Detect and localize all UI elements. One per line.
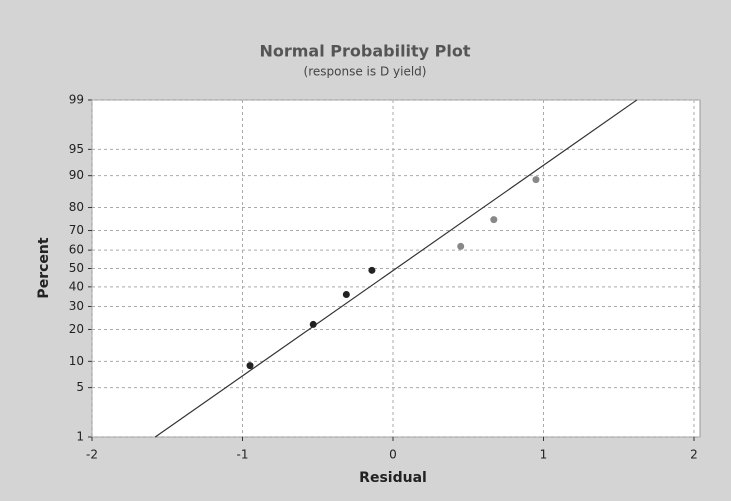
y-tick-label: 1 [76,430,84,444]
y-tick-label: 20 [69,322,84,336]
y-tick-label: 95 [69,142,84,156]
y-tick-label: 10 [69,354,84,368]
x-axis-label: Residual [359,470,427,486]
x-tick-label: -1 [237,448,249,462]
y-tick-label: 30 [69,299,84,313]
y-tick-label: 5 [76,380,84,394]
data-point [368,266,376,274]
y-tick-label: 40 [69,279,84,293]
y-tick-label: 90 [69,168,84,182]
fit-line [154,99,638,438]
y-tick-label: 50 [69,261,84,275]
x-tick-label: 1 [540,448,548,462]
y-tick-label: 80 [69,200,84,214]
data-point [457,242,465,250]
x-tick-label: -2 [86,448,98,462]
y-tick-label: 99 [69,93,84,107]
data-point [490,216,498,224]
x-tick-label: 0 [389,448,397,462]
y-axis-label: Percent [36,237,52,298]
data-point [532,176,540,184]
x-tick-label: 2 [690,448,698,462]
data-point [246,362,254,370]
chart-title: Normal Probability Plot [259,42,470,61]
data-point [309,320,317,328]
y-tick-label: 70 [69,223,84,237]
data-point [342,290,350,298]
y-tick-label: 60 [69,243,84,257]
chart-subtitle: (response is D yield) [304,65,427,79]
